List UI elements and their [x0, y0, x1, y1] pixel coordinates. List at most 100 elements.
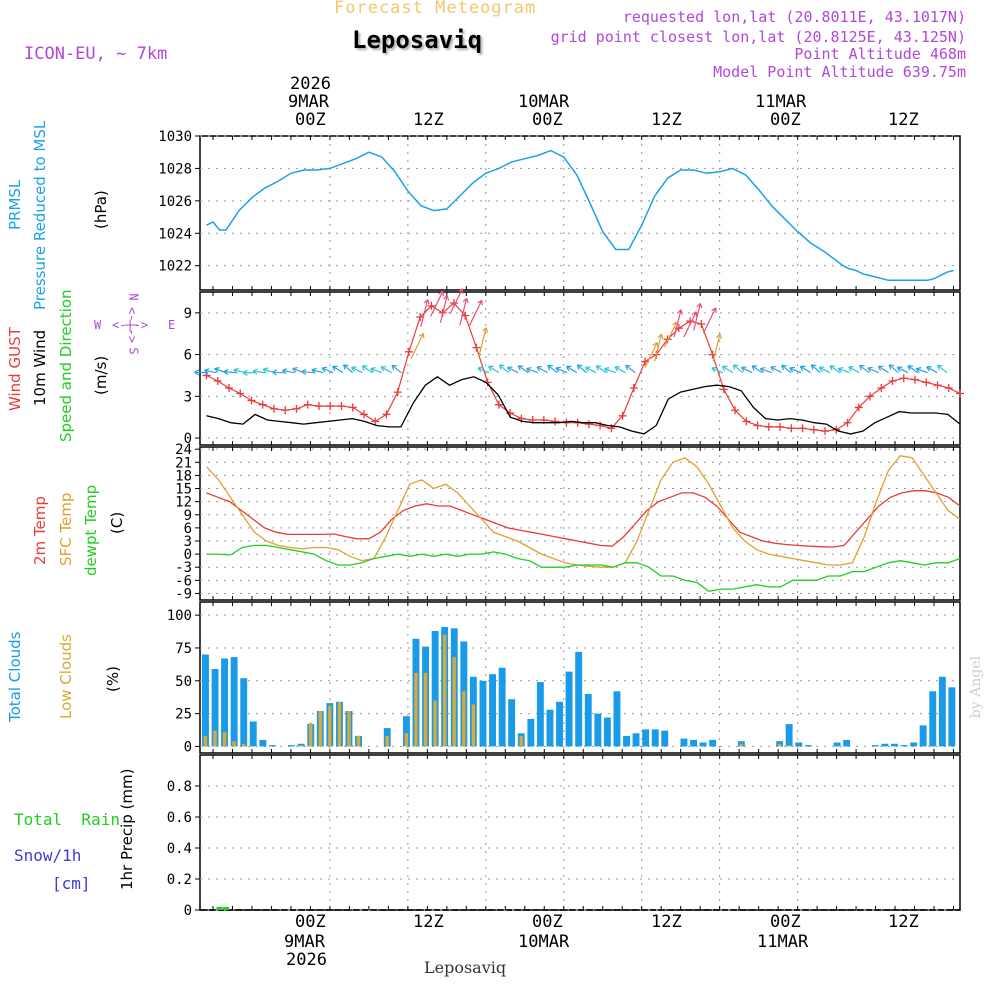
wind-arrow	[848, 366, 860, 374]
gust-marker	[798, 424, 807, 433]
wind-arrow-head	[498, 364, 505, 370]
low-cloud-bar	[471, 704, 476, 747]
gust-marker	[382, 410, 391, 419]
bottom-tick-00z-a: 00Z	[295, 912, 326, 932]
top-tick-12z-a: 12Z	[413, 110, 444, 130]
top-tick-00z-c: 00Z	[770, 110, 801, 130]
wind-arrow-head	[438, 290, 444, 297]
wind-arrow-head	[859, 364, 865, 371]
gust-marker	[866, 392, 875, 401]
wind-arrow-head	[311, 367, 317, 374]
y-tick-label: 0	[184, 903, 192, 919]
wind-arrow	[547, 364, 558, 374]
bottom-tick-00z-b: 00Z	[532, 912, 563, 932]
total-cloud-bar	[699, 742, 707, 747]
dewpt-line	[206, 544, 961, 592]
wind-arrow	[478, 327, 487, 356]
bottom-tick-12z-c: 12Z	[888, 912, 919, 932]
gust-marker	[258, 400, 267, 409]
wind-arrow-head	[926, 366, 932, 372]
wind-arrow	[351, 366, 363, 374]
wind-arrow-head	[457, 288, 464, 294]
compass-e: E	[168, 318, 176, 332]
low-cloud-bar	[299, 745, 303, 747]
total-cloud-bar	[259, 739, 267, 747]
wind-arrow	[741, 366, 753, 374]
total-cloud-bar	[556, 701, 563, 747]
y-tick-label: 0	[184, 431, 192, 447]
wind-arrow-head	[584, 366, 591, 372]
wind-arrow	[644, 342, 658, 368]
wind-arrow	[517, 365, 529, 374]
y-tick-label: 9	[184, 508, 192, 524]
y-tick-label: 18	[175, 468, 192, 484]
bottom-tick-00z-c: 00Z	[770, 912, 801, 932]
y-tick-label: 1022	[158, 259, 192, 275]
total-cloud-bar	[632, 733, 640, 747]
top-tick-12z-c: 12Z	[888, 110, 919, 130]
wind-arrow	[760, 368, 772, 374]
point-altitude: Point Altitude 468m	[794, 45, 966, 63]
panel-frame-1	[199, 291, 961, 446]
total-cloud-bar	[623, 735, 630, 747]
y-tick-label: 6	[184, 521, 192, 537]
wind-arrow	[673, 309, 682, 338]
wind-arrow-head	[343, 364, 349, 370]
wind-arrow-head	[907, 365, 913, 371]
y-tick-label: 0.4	[167, 841, 192, 857]
bottom-tick-12z-b: 12Z	[651, 912, 682, 932]
wind-arrow	[915, 368, 928, 374]
wind-arrow	[819, 366, 831, 374]
gust-marker	[314, 402, 323, 411]
wind-arrow-head	[194, 369, 200, 376]
wind-arrow-head	[301, 368, 307, 376]
wind-arrow	[838, 368, 850, 374]
total-cloud-bar	[288, 745, 295, 747]
wind-arrow-head	[566, 365, 572, 372]
total-cloud-bar	[603, 717, 611, 747]
wind-arrow	[810, 364, 821, 374]
gust-marker	[899, 374, 908, 383]
gust-marker	[843, 418, 852, 427]
y-tick-label: 6	[184, 348, 192, 364]
wind-arrow	[654, 333, 663, 362]
bottom-date-11mar: 11MAR	[757, 932, 809, 952]
wind-arrow-head	[789, 366, 795, 373]
model-label: ICON-EU, ~ 7km	[24, 44, 168, 64]
low-cloud-bar	[318, 711, 322, 747]
wind-arrow	[391, 364, 402, 374]
requested-point: requested lon,lat (20.8011E, 43.1017N)	[622, 8, 966, 26]
total-cloud-bar	[795, 742, 803, 747]
y-tick-label: 0	[184, 547, 192, 563]
wind-arrow	[477, 367, 490, 374]
wind-arrow	[577, 364, 587, 374]
total-cloud-bar	[240, 678, 248, 747]
wind-arrow	[711, 367, 724, 374]
wind-arrow	[683, 311, 697, 338]
total-cloud-bar	[230, 657, 238, 747]
panel-frame-3	[199, 601, 961, 754]
gust-marker	[213, 377, 222, 386]
wind-arrow-head	[711, 307, 717, 313]
bottom-tick-12z-a: 12Z	[413, 912, 444, 932]
total-cloud-bar	[891, 743, 898, 747]
wind-arrow	[888, 364, 899, 374]
wind-arrow-head	[223, 368, 229, 376]
wind-arrow-head	[696, 302, 703, 309]
y-tick-label: 75	[175, 641, 192, 657]
panel-frame-2	[199, 446, 961, 601]
wind-arrow	[732, 364, 743, 374]
total-cloud-bar	[565, 671, 573, 747]
total-cloud-bar	[651, 729, 659, 747]
wind-arrow-head	[799, 365, 806, 372]
gust-line	[206, 302, 961, 432]
gust-marker	[776, 422, 785, 431]
low-cloud-bar	[443, 634, 447, 747]
total-cloud-bar	[575, 651, 583, 747]
total-cloud-bar	[871, 745, 879, 747]
compass-w: W	[94, 318, 102, 332]
gust-marker	[551, 417, 560, 426]
wind-arrow	[420, 299, 429, 327]
wind-arrow	[781, 364, 792, 374]
